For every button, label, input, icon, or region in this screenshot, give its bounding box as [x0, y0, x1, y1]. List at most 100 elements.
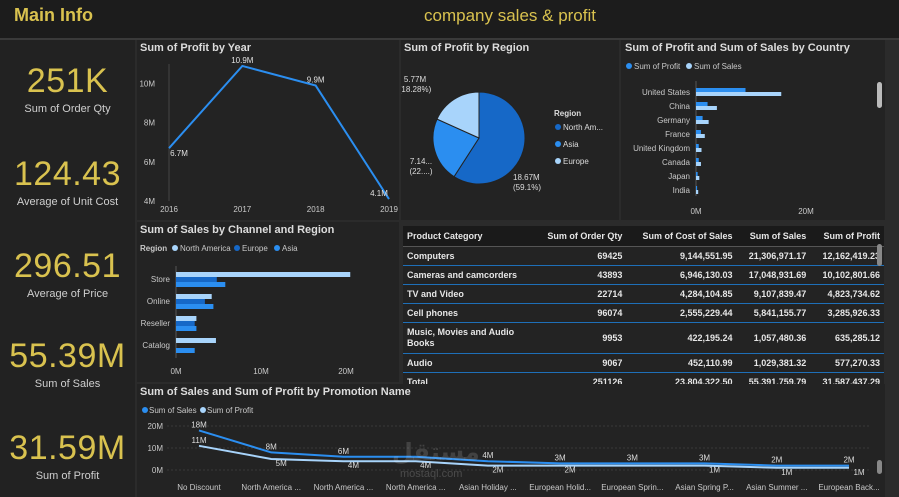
country-bar	[696, 162, 701, 166]
cell: 422,195.24	[626, 322, 737, 354]
table-row[interactable]: Computers 69425 9,144,551.95 21,306,971.17 1…	[403, 246, 884, 266]
x-tick-label: 0M	[690, 207, 701, 216]
cell: 1,057,480.36	[736, 322, 811, 354]
col-order-qty[interactable]: Sum of Order Qty	[533, 226, 627, 247]
country-panel[interactable]	[621, 40, 885, 220]
channel-bar	[176, 326, 197, 331]
cell: 635,285.12	[810, 322, 884, 354]
data-label: 9.9M	[307, 76, 325, 85]
pie-slice	[432, 118, 480, 178]
promotion-panel[interactable]	[137, 384, 885, 497]
country-bar	[696, 88, 746, 92]
product-category-table: Product Category Sum of Order Qty Sum of…	[403, 226, 884, 391]
profit-by-year-chart[interactable]: 4M 6M 8M 10M 2016 2017 2018 2019 6.7M 10.9M 9.9M 4.…	[137, 56, 399, 218]
pie-pct-label: (59.1%)	[513, 183, 541, 192]
promotion-chart[interactable]: Sum of Sales Sum of Profit 0M 10M 20M 18M 8M 6M…	[137, 399, 885, 497]
kpi-order-qty[interactable]: 251K Sum of Order Qty	[0, 62, 135, 115]
legend-label: Sum of Sales	[694, 62, 742, 71]
channel-bar	[176, 321, 195, 326]
cell: 5,841,155.77	[736, 303, 811, 323]
x-tick-label: 2018	[307, 205, 325, 214]
y-tick-label: France	[665, 130, 690, 139]
promotion-line	[198, 429, 849, 467]
country-bar	[696, 148, 702, 152]
cell: 9067	[533, 353, 627, 373]
col-profit[interactable]: Sum of Profit	[810, 226, 884, 247]
country-scrollbar[interactable]	[877, 82, 882, 108]
kpi-label: Average of Price	[26, 288, 109, 300]
country-chart[interactable]: Sum of Profit Sum of Sales United States Ch…	[621, 56, 885, 218]
cell: TV and Video	[403, 284, 533, 304]
cell: 96074	[533, 303, 627, 323]
y-tick-label: 6M	[144, 158, 155, 167]
table-row[interactable]: TV and Video 22714 4,284,104.85 9,107,839.4…	[403, 284, 884, 304]
kpi-unit-cost[interactable]: 124.43 Average of Unit Cost	[0, 155, 135, 208]
legend-marker	[274, 245, 280, 251]
channel-bar	[176, 282, 226, 287]
cell: 6,946,130.03	[626, 265, 737, 285]
profit-data-label: 1M	[781, 468, 792, 477]
kpi-value: 55.39M	[9, 337, 126, 375]
sales-data-label: 2M	[771, 456, 782, 465]
sales-data-label: 3M	[555, 453, 566, 462]
cell: Computers	[403, 246, 533, 266]
table-header-row: Product Category Sum of Order Qty Sum of…	[403, 226, 884, 247]
kpi-profit[interactable]: 31.59M Sum of Profit	[0, 429, 135, 482]
profit-by-region-chart[interactable]: 18.67M(59.1%) 7.14...(22....) 5.77M(18.28%…	[401, 56, 619, 218]
country-bar	[696, 120, 709, 124]
y-tick-label: 20M	[147, 422, 163, 431]
pie-value-label: 7.14...	[410, 157, 432, 166]
legend-label: Europe	[563, 157, 589, 166]
sales-data-label: 2M	[843, 456, 854, 465]
main-info-heading: Main Info	[14, 5, 93, 25]
country-bar	[696, 134, 705, 138]
promotion-scrollbar[interactable]	[877, 460, 882, 474]
col-sales[interactable]: Sum of Sales	[736, 226, 811, 247]
kpi-price[interactable]: 296.51 Average of Price	[0, 247, 135, 300]
profit-data-label: 4M	[420, 461, 431, 470]
x-tick-label: North America ...	[386, 483, 446, 492]
channel-chart[interactable]: Region North America Europe Asia Store Online…	[137, 238, 399, 381]
kpi-sales[interactable]: 55.39M Sum of Sales	[0, 337, 135, 390]
legend-title: Region	[554, 109, 581, 118]
table-scrollbar[interactable]	[877, 244, 882, 266]
legend-marker	[555, 124, 561, 130]
table-row[interactable]: Cell phones 96074 2,555,229.44 5,841,155.77…	[403, 303, 884, 323]
x-tick-label: 10M	[253, 367, 269, 376]
profit-data-label: 2M	[492, 466, 503, 475]
legend-marker	[172, 245, 178, 251]
cell: 4,823,734.62	[810, 284, 884, 304]
sales-data-label: 3M	[699, 453, 710, 462]
cell: 69425	[533, 246, 627, 266]
profit-data-label: 1M	[709, 466, 720, 475]
country-chart-title: Sum of Profit and Sum of Sales by Countr…	[625, 42, 850, 54]
header-divider	[0, 38, 899, 40]
profit-by-year-panel[interactable]	[137, 40, 399, 220]
data-label: 10.9M	[231, 56, 254, 65]
col-cost-of-sales[interactable]: Sum of Cost of Sales	[626, 226, 737, 247]
cell: 9953	[533, 322, 627, 354]
data-label: 4.1M	[370, 189, 388, 198]
x-tick-label: No Discount	[177, 483, 221, 492]
col-profit-label: Sum of Profit	[823, 231, 881, 241]
profit-by-region-title: Sum of Profit by Region	[404, 42, 530, 54]
sales-data-label: 18M	[191, 420, 207, 429]
y-tick-label: India	[673, 186, 691, 195]
cell: 12,162,419.23	[810, 246, 884, 266]
pie-value-label: 18.67M	[513, 173, 540, 182]
pie-pct-label: (22....)	[409, 167, 432, 176]
col-product-category[interactable]: Product Category	[403, 226, 533, 247]
legend-marker	[686, 63, 692, 69]
promotion-chart-title: Sum of Sales and Sum of Profit by Promot…	[140, 386, 411, 398]
legend-label: North Am...	[563, 123, 603, 132]
channel-chart-title: Sum of Sales by Channel and Region	[140, 224, 335, 236]
x-tick-label: Asian Holiday ...	[459, 483, 517, 492]
table-row[interactable]: Cameras and camcorders 43893 6,946,130.03 1…	[403, 265, 884, 285]
kpi-value: 251K	[26, 62, 109, 100]
cell: 43893	[533, 265, 627, 285]
table-row[interactable]: Music, Movies and Audio Books 9953 422,195…	[403, 322, 884, 354]
channel-bar	[176, 316, 197, 321]
kpi-label: Sum of Profit	[35, 470, 100, 482]
y-tick-label: Catalog	[142, 341, 170, 350]
table-row[interactable]: Audio 9067 452,110.99 1,029,381.32 577,270.3…	[403, 353, 884, 373]
